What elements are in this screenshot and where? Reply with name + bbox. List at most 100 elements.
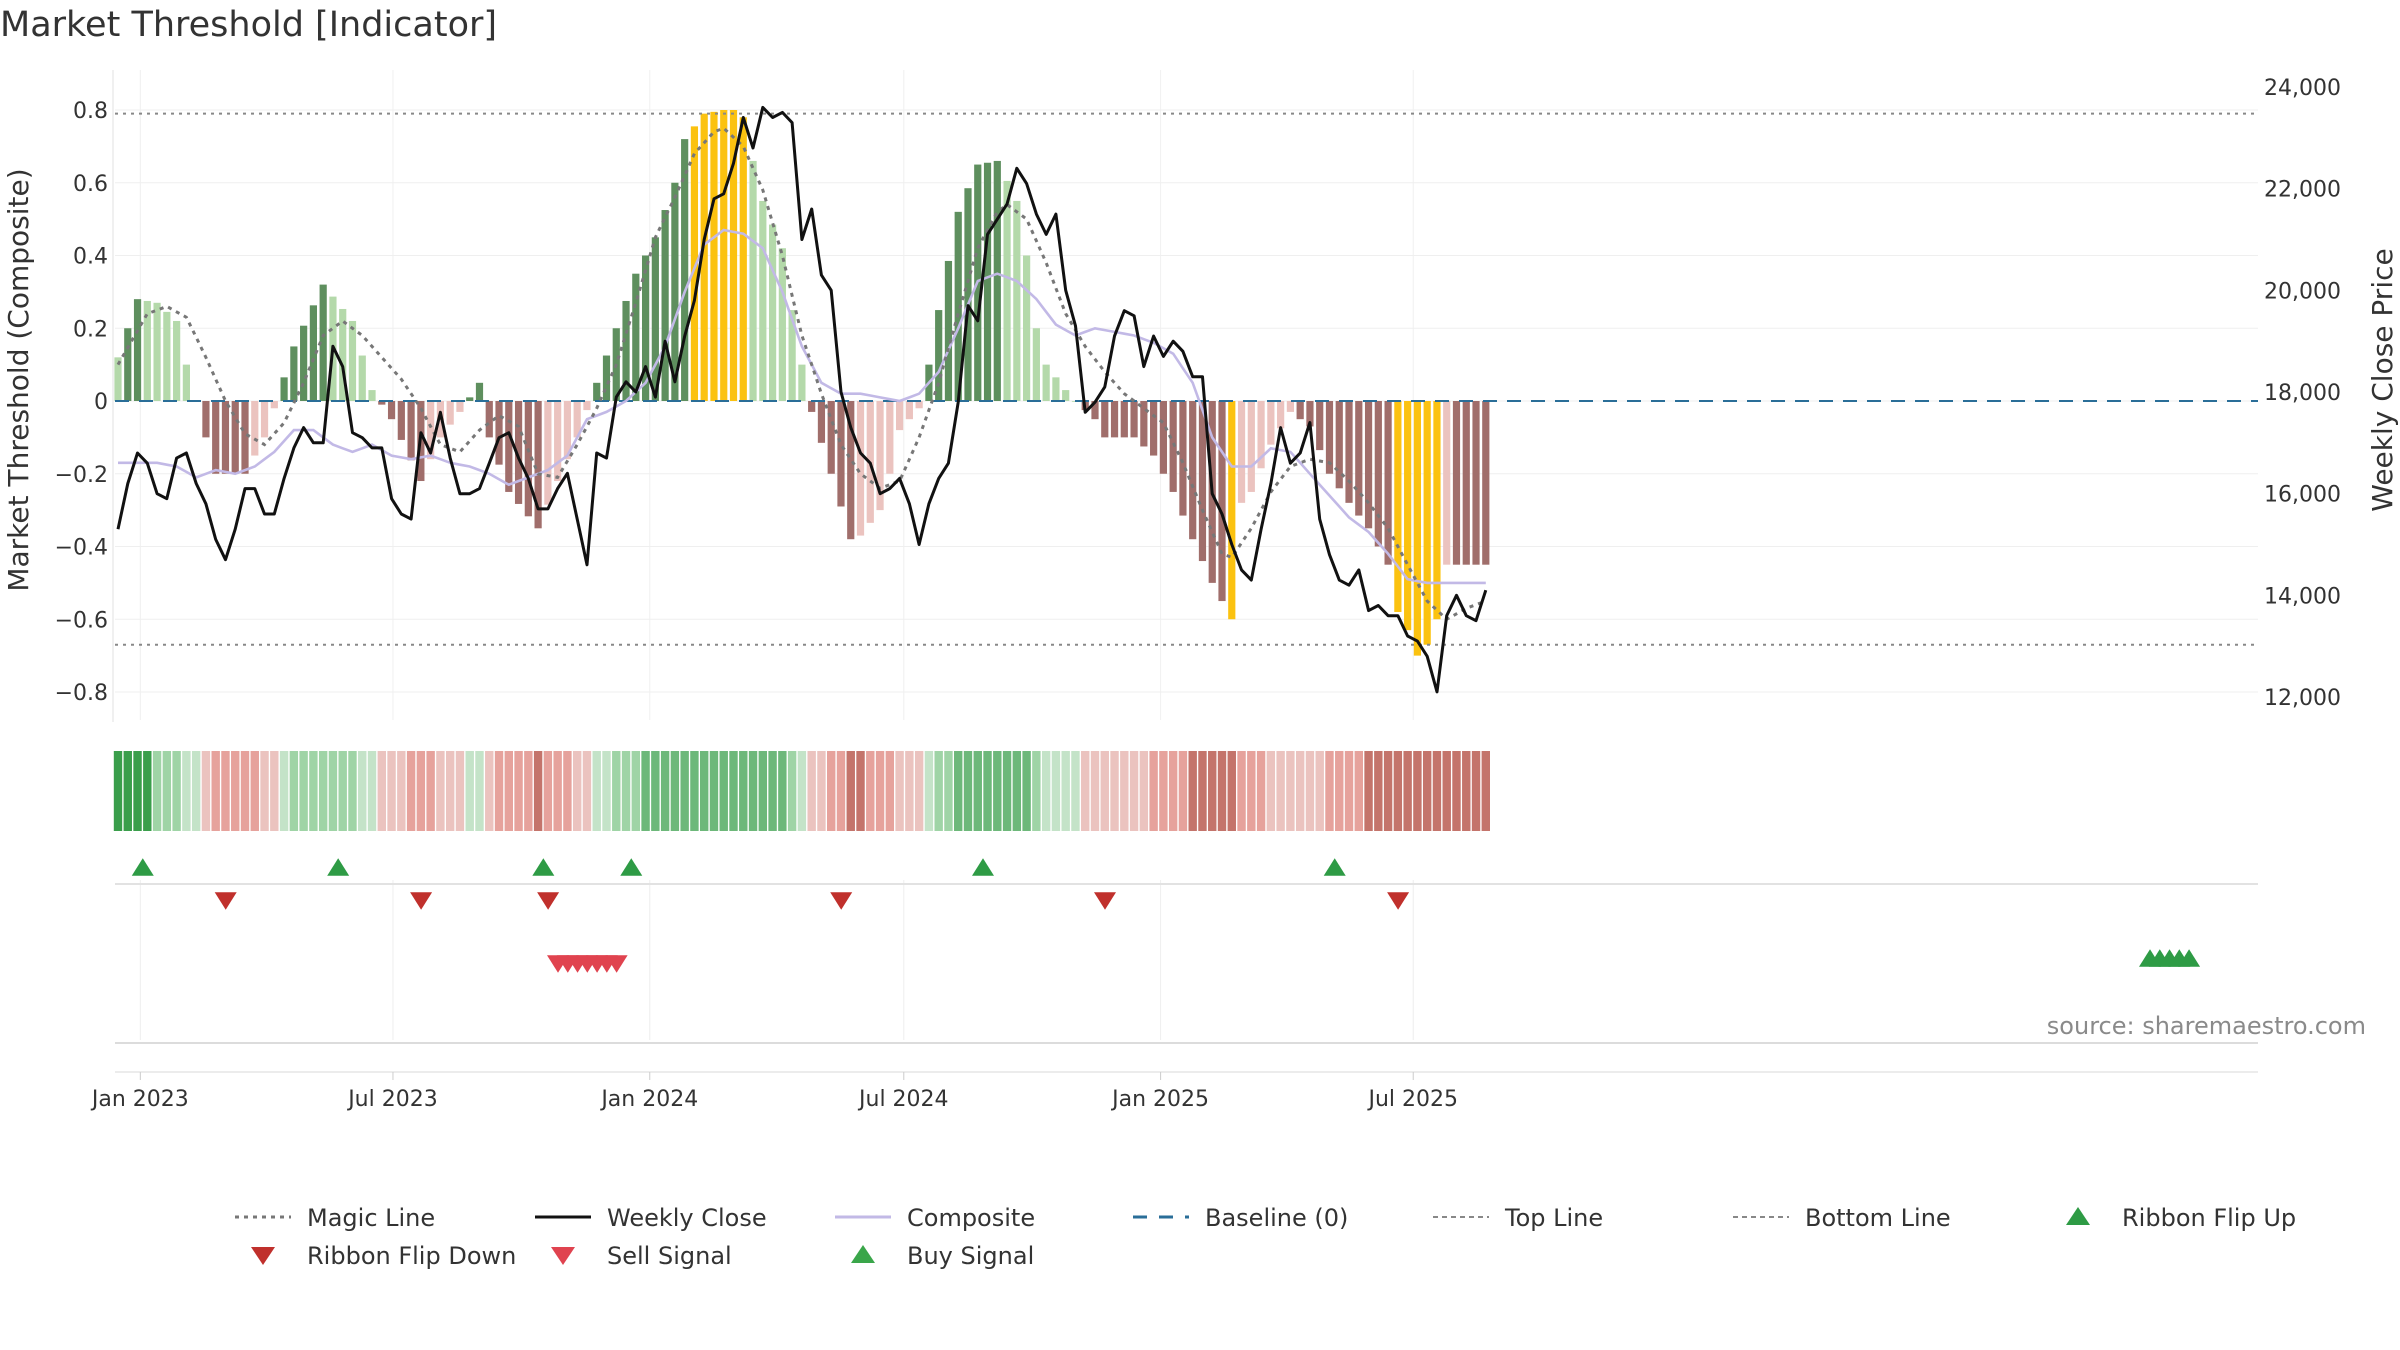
composite-bar (514, 401, 523, 504)
ribbon-flip-down-marker (214, 892, 237, 910)
y-left-tick-label: 0.4 (73, 245, 108, 270)
weekly-close-line (116, 105, 1488, 694)
ribbon-cell (270, 751, 279, 831)
composite-bar (573, 401, 581, 438)
source-label: source: sharemaestro.com (2047, 1012, 2366, 1040)
buy-signal-marker (2178, 949, 2201, 967)
composite-bar (368, 390, 376, 401)
composite-bar (602, 355, 611, 401)
ribbon-cell (1120, 751, 1129, 831)
ribbon-cell (670, 751, 680, 831)
composite-bar (212, 401, 220, 474)
legend-label: Ribbon Flip Up (2122, 1204, 2296, 1232)
ribbon-cell (1159, 751, 1168, 831)
ribbon-cell (1061, 751, 1070, 831)
legend-label: Magic Line (307, 1204, 435, 1232)
ribbon-cell (700, 751, 709, 831)
composite-bar (1462, 401, 1470, 565)
y-left-tick-label: 0.2 (73, 317, 108, 342)
composite-bar (1062, 390, 1070, 401)
composite-bar (1042, 364, 1050, 401)
ribbon-cell (592, 751, 601, 831)
ribbon-cell (1012, 751, 1022, 831)
y-right-tick-label: 22,000 (2264, 178, 2341, 203)
ribbon-cell (113, 751, 123, 831)
ribbon-cell (182, 751, 191, 831)
composite-bar (251, 401, 259, 456)
y-left-tick-label: 0.8 (73, 99, 108, 124)
composite-bar (524, 401, 532, 517)
y-left-tick-label: 0 (94, 390, 108, 415)
ribbon-cell (1110, 751, 1119, 831)
ribbon-cell (1032, 751, 1041, 831)
y-right-tick-label: 20,000 (2264, 279, 2341, 304)
ribbon-cell (1286, 751, 1295, 831)
y-left-tick-label: −0.4 (55, 536, 108, 561)
ribbon-cell (1276, 751, 1285, 831)
ribbon-flip-up-marker (327, 858, 350, 876)
composite-bar (143, 300, 151, 401)
composite-bar (651, 237, 659, 401)
composite-bar (1335, 401, 1343, 489)
composite-bar (397, 401, 405, 440)
ribbon-cell (465, 751, 474, 831)
composite-bar (1101, 401, 1109, 438)
composite-bar (954, 211, 962, 401)
ribbon-cell (1422, 751, 1432, 831)
composite-line (118, 228, 1486, 585)
y-axis-right-title: Weekly Close Price (2366, 248, 2399, 511)
composite-bar (847, 401, 855, 540)
composite-bar (485, 401, 493, 438)
composite-bar (124, 328, 132, 401)
legend-item-magic-line: Magic Line (235, 1204, 435, 1232)
composite-bar (1394, 401, 1402, 612)
composite-bar (221, 401, 230, 474)
composite-bar (1198, 401, 1207, 562)
composite-bar (1169, 401, 1177, 492)
composite-bar (339, 308, 347, 401)
composite-bar (583, 401, 591, 411)
legend-item-top-line: Top Line (1433, 1204, 1603, 1232)
ribbon-cell (358, 751, 367, 831)
y-right-tick-label: 12,000 (2264, 686, 2341, 711)
composite-bar (173, 320, 181, 401)
composite-bar (886, 401, 894, 474)
composite-bar (202, 401, 210, 438)
composite-bar (1189, 401, 1197, 540)
ribbon-cell (1393, 751, 1403, 831)
composite-bar (1374, 401, 1382, 547)
ribbon-cell (729, 751, 738, 831)
composite-bar (788, 310, 796, 401)
ribbon-cell (1471, 751, 1481, 831)
ribbon-cell (1051, 751, 1061, 831)
composite-bar (1384, 401, 1392, 565)
composite-bar (182, 364, 190, 401)
composite-bar (1325, 401, 1334, 474)
x-tick-label: Jul 2024 (857, 1087, 949, 1112)
ribbon-cell (494, 751, 504, 831)
composite-bar (778, 248, 786, 401)
ribbon-cell (1129, 751, 1139, 831)
y-right-tick-label: 24,000 (2264, 76, 2341, 101)
legend-item-weekly-close: Weekly Close (535, 1204, 767, 1232)
ribbon-cell (1335, 751, 1344, 831)
composite-bar (407, 401, 415, 461)
composite-bar (1423, 401, 1431, 645)
composite-bar (290, 346, 298, 401)
composite-bar (661, 210, 669, 401)
composite-bar (1023, 255, 1031, 401)
ribbon-cell (572, 751, 582, 831)
composite-bar (1052, 377, 1060, 401)
composite-bar (163, 311, 171, 401)
composite-bar (983, 162, 992, 401)
composite-bar (1091, 401, 1099, 420)
ribbon-cell (475, 751, 484, 831)
composite-bar (1413, 401, 1422, 656)
ribbon-flip-up-marker (1323, 858, 1346, 876)
legend: Magic Line Weekly Close Composite Baseline … (235, 1204, 2296, 1270)
composite-bar (759, 200, 767, 401)
composite-bar (505, 401, 513, 492)
ribbon-cell (436, 751, 445, 831)
ribbon-cell (406, 751, 416, 831)
